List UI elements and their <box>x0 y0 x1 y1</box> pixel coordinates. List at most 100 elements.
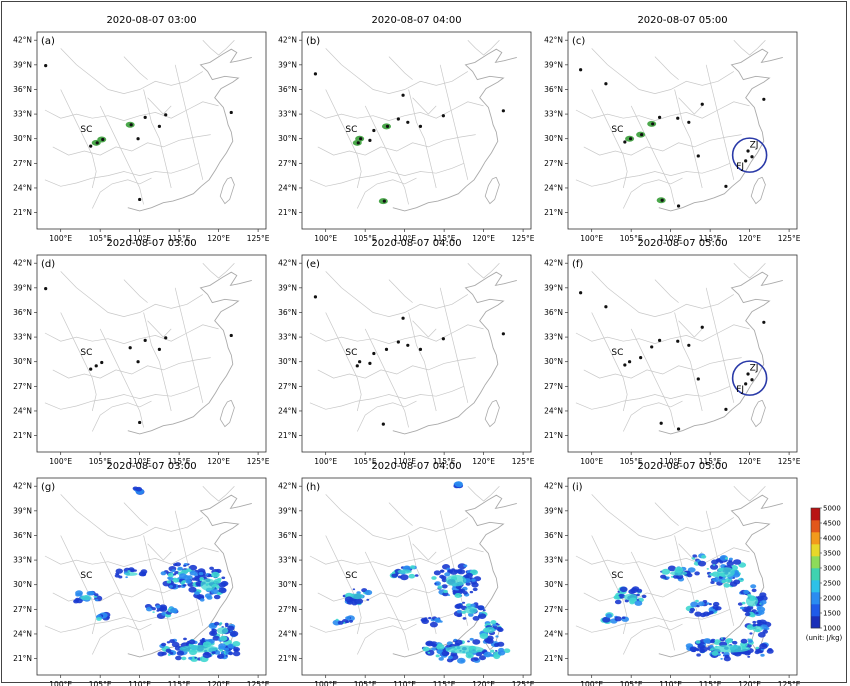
y-tick-label: 24°N <box>278 183 297 192</box>
x-tick-label: 110°E <box>659 234 682 243</box>
province-boundary <box>143 535 172 635</box>
y-tick-label: 33°N <box>544 556 563 565</box>
map-content <box>44 39 252 212</box>
cape-blob <box>455 603 463 609</box>
y-tick-label: 21°N <box>544 208 563 217</box>
x-tick-label: 105°E <box>89 234 112 243</box>
x-tick-label: 105°E <box>354 457 377 466</box>
coastline <box>658 48 783 212</box>
cape-blob <box>169 651 174 655</box>
cape-blob <box>456 609 462 614</box>
storm-cell <box>368 361 372 365</box>
colorbar-segment <box>811 592 820 605</box>
cape-blob <box>744 612 751 617</box>
x-tick-label: 100°E <box>49 457 72 466</box>
storm-cell <box>164 336 168 340</box>
x-tick-label: 120°E <box>472 457 495 466</box>
cape-blob <box>436 649 444 654</box>
panel-label: (h) <box>306 482 320 493</box>
map-panel: 2020-08-07 03:00 (d) 100°E 105°E 110°E 115°E 1… <box>13 238 270 466</box>
cape-area <box>132 486 145 495</box>
storm-cell <box>101 137 105 142</box>
cape-blob <box>710 639 715 644</box>
cape-blob <box>747 653 751 655</box>
x-tick-label: 120°E <box>738 457 761 466</box>
y-tick-label: 21°N <box>544 431 563 440</box>
y-tick-label: 33°N <box>13 110 32 119</box>
cape-blob <box>700 554 707 559</box>
cape-blob <box>115 568 124 574</box>
cape-blob <box>689 646 698 652</box>
cape-blob <box>169 639 175 644</box>
panel-label: (b) <box>306 36 320 47</box>
province-boundary <box>575 385 731 410</box>
cape-blob <box>188 586 197 593</box>
cape-blob <box>232 641 241 647</box>
province-boundary <box>733 39 766 56</box>
island-outline <box>219 399 235 428</box>
cape-blob <box>219 649 223 652</box>
storm-cell <box>381 422 385 426</box>
cape-blob <box>198 572 204 576</box>
x-tick-label: 100°E <box>580 680 603 686</box>
cape-blob <box>699 612 707 618</box>
map-background <box>568 32 797 229</box>
storm-cell <box>579 68 583 72</box>
x-tick-label: 105°E <box>620 234 643 243</box>
cape-blob <box>174 562 181 567</box>
panel-label: (g) <box>41 482 55 493</box>
x-tick-label: 125°E <box>778 680 801 686</box>
region-label-zj: ZJ <box>750 141 759 151</box>
province-boundary <box>674 312 703 412</box>
cape-blob <box>441 584 448 589</box>
cape-area <box>332 615 355 626</box>
storm-cell <box>138 197 142 202</box>
cape-blob <box>219 622 223 625</box>
cape-core <box>623 593 638 601</box>
cape-blob <box>733 559 742 565</box>
province-boundary <box>733 262 766 279</box>
cape-blob <box>697 601 705 607</box>
province-boundary <box>60 89 97 189</box>
cape-blob <box>188 656 193 660</box>
map-content <box>575 39 783 212</box>
cape-blob <box>752 620 757 624</box>
cape-blob <box>740 638 748 644</box>
cape-blob <box>433 570 441 576</box>
cape-blob <box>503 648 511 653</box>
province-boundary <box>44 324 219 344</box>
storm-cell <box>384 347 389 351</box>
province-boundary <box>364 328 409 428</box>
province-boundary <box>356 623 417 655</box>
cape-blob <box>703 638 712 644</box>
cape-blob <box>450 658 454 661</box>
x-tick-label: 110°E <box>393 234 416 243</box>
storm-cell <box>356 141 360 145</box>
province-boundary <box>99 105 144 205</box>
cape-blob <box>490 649 495 653</box>
x-tick-label: 115°E <box>168 680 191 686</box>
cape-blob <box>712 564 716 566</box>
cape-blob <box>202 652 212 659</box>
cape-blob <box>397 575 402 579</box>
province-boundary <box>467 262 500 279</box>
cape-blob <box>194 656 197 659</box>
x-tick-label: 120°E <box>738 680 761 686</box>
map-background <box>37 255 266 452</box>
cape-blob <box>435 618 442 623</box>
province-boundary <box>325 494 468 540</box>
cape-blob <box>725 638 733 644</box>
x-tick-label: 120°E <box>472 680 495 686</box>
storm-cell <box>762 320 766 324</box>
cape-blob <box>435 654 440 658</box>
storm-cell <box>724 184 728 188</box>
cape-blob <box>465 652 474 659</box>
colorbar-tick-label: 4000 <box>823 535 841 543</box>
colorbar-segment <box>811 508 820 521</box>
cape-blob <box>751 588 757 593</box>
cape-blob <box>441 650 450 657</box>
colorbar-segment <box>811 532 820 545</box>
y-tick-label: 27°N <box>544 382 563 391</box>
storm-cell <box>372 128 376 133</box>
cape-blob <box>395 573 399 576</box>
